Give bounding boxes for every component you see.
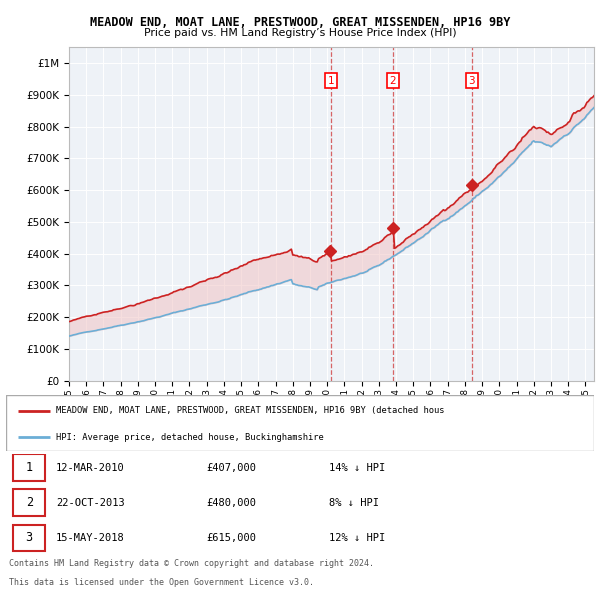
Text: 1: 1	[26, 461, 33, 474]
Text: £615,000: £615,000	[206, 533, 256, 543]
Text: Contains HM Land Registry data © Crown copyright and database right 2024.: Contains HM Land Registry data © Crown c…	[9, 559, 374, 568]
Text: 12% ↓ HPI: 12% ↓ HPI	[329, 533, 386, 543]
Text: 12-MAR-2010: 12-MAR-2010	[56, 463, 125, 473]
Text: 15-MAY-2018: 15-MAY-2018	[56, 533, 125, 543]
Text: 2: 2	[389, 76, 396, 86]
Text: This data is licensed under the Open Government Licence v3.0.: This data is licensed under the Open Gov…	[9, 578, 314, 587]
Text: 2: 2	[26, 496, 33, 509]
Text: 14% ↓ HPI: 14% ↓ HPI	[329, 463, 386, 473]
Text: 8% ↓ HPI: 8% ↓ HPI	[329, 498, 379, 508]
Text: Price paid vs. HM Land Registry’s House Price Index (HPI): Price paid vs. HM Land Registry’s House …	[143, 28, 457, 38]
Bar	[13, 525, 46, 551]
Text: £407,000: £407,000	[206, 463, 256, 473]
Text: MEADOW END, MOAT LANE, PRESTWOOD, GREAT MISSENDEN, HP16 9BY: MEADOW END, MOAT LANE, PRESTWOOD, GREAT …	[90, 16, 510, 29]
Text: £480,000: £480,000	[206, 498, 256, 508]
Text: 3: 3	[26, 532, 33, 545]
Text: 3: 3	[469, 76, 475, 86]
Text: 22-OCT-2013: 22-OCT-2013	[56, 498, 125, 508]
Text: MEADOW END, MOAT LANE, PRESTWOOD, GREAT MISSENDEN, HP16 9BY (detached hous: MEADOW END, MOAT LANE, PRESTWOOD, GREAT …	[56, 407, 445, 415]
Text: HPI: Average price, detached house, Buckinghamshire: HPI: Average price, detached house, Buck…	[56, 433, 324, 442]
Bar	[13, 490, 46, 516]
Text: 1: 1	[328, 76, 334, 86]
Bar	[13, 454, 46, 481]
